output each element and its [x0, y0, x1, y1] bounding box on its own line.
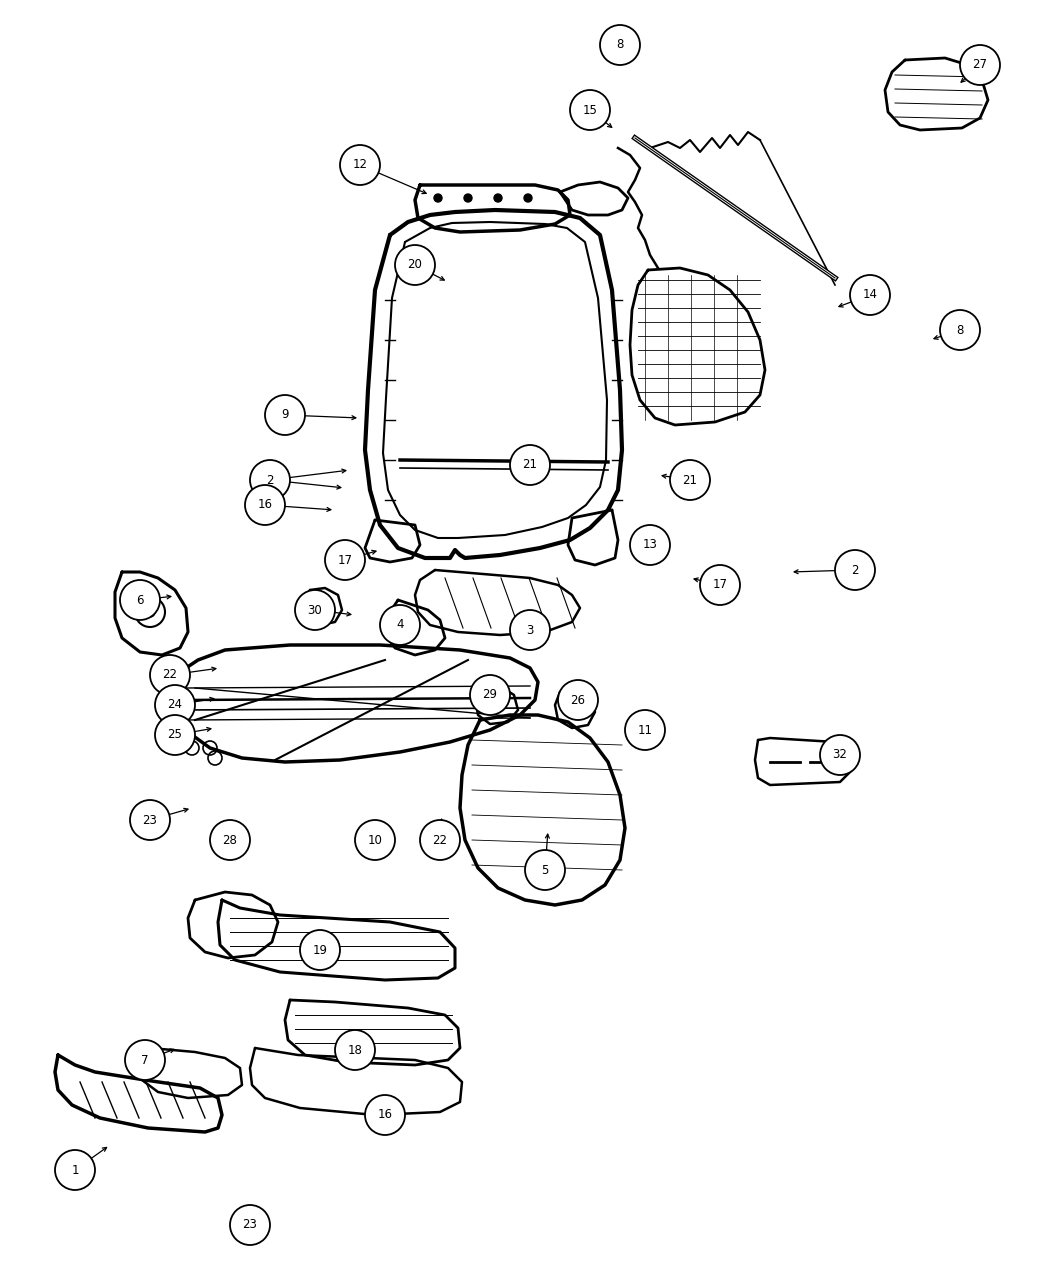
Text: 8: 8 [616, 38, 624, 51]
Circle shape [155, 715, 195, 755]
Text: 11: 11 [637, 723, 652, 737]
Circle shape [340, 145, 380, 185]
Text: 20: 20 [407, 259, 422, 272]
Text: 12: 12 [353, 158, 367, 172]
Circle shape [55, 1150, 94, 1190]
Text: 14: 14 [862, 288, 878, 301]
Circle shape [380, 606, 420, 645]
Text: 5: 5 [542, 863, 549, 876]
Text: 25: 25 [168, 728, 183, 742]
Text: 4: 4 [396, 618, 404, 631]
Text: 18: 18 [348, 1043, 362, 1057]
Circle shape [558, 680, 598, 720]
Circle shape [464, 194, 473, 201]
Text: 30: 30 [308, 603, 322, 617]
Circle shape [395, 245, 435, 286]
Circle shape [700, 565, 740, 606]
Circle shape [850, 275, 890, 315]
Text: 10: 10 [368, 834, 382, 847]
Text: 2: 2 [852, 564, 859, 576]
Circle shape [125, 1040, 165, 1080]
Circle shape [835, 550, 875, 590]
Circle shape [300, 929, 340, 970]
Circle shape [510, 609, 550, 650]
Text: 32: 32 [833, 748, 847, 761]
Circle shape [130, 799, 170, 840]
Circle shape [670, 460, 710, 500]
Circle shape [960, 45, 1000, 85]
Text: 17: 17 [337, 553, 353, 566]
Circle shape [210, 820, 250, 861]
Text: 19: 19 [313, 944, 328, 956]
Circle shape [510, 445, 550, 484]
Text: 2: 2 [267, 473, 274, 487]
Circle shape [265, 395, 304, 435]
Circle shape [600, 26, 640, 65]
Text: 16: 16 [257, 499, 273, 511]
Text: 6: 6 [136, 593, 144, 607]
Circle shape [570, 91, 610, 130]
Circle shape [524, 194, 532, 201]
Text: 23: 23 [243, 1219, 257, 1232]
Circle shape [230, 1205, 270, 1244]
Text: 17: 17 [713, 579, 728, 592]
Text: 22: 22 [163, 668, 177, 682]
Text: 21: 21 [682, 473, 697, 487]
Circle shape [470, 674, 510, 715]
Text: 15: 15 [583, 103, 597, 116]
Text: 7: 7 [142, 1053, 149, 1066]
Circle shape [295, 590, 335, 630]
Text: 21: 21 [523, 459, 538, 472]
Text: 28: 28 [223, 834, 237, 847]
Circle shape [625, 710, 665, 750]
Circle shape [434, 194, 442, 201]
Circle shape [335, 1030, 375, 1070]
Circle shape [245, 484, 285, 525]
Circle shape [120, 580, 160, 620]
Text: 9: 9 [281, 408, 289, 422]
Circle shape [145, 607, 155, 617]
Circle shape [150, 655, 190, 695]
Text: 27: 27 [972, 59, 987, 71]
Circle shape [940, 310, 980, 351]
Circle shape [494, 194, 502, 201]
Circle shape [326, 541, 365, 580]
Text: 26: 26 [570, 694, 586, 706]
Circle shape [355, 820, 395, 861]
Text: 3: 3 [526, 623, 533, 636]
Text: 8: 8 [957, 324, 964, 337]
Text: 1: 1 [71, 1164, 79, 1177]
Circle shape [630, 525, 670, 565]
Text: 23: 23 [143, 813, 158, 826]
Circle shape [365, 1095, 405, 1135]
Circle shape [525, 850, 565, 890]
Text: 24: 24 [168, 699, 183, 711]
Circle shape [155, 685, 195, 725]
Text: 29: 29 [483, 688, 498, 701]
Text: 22: 22 [433, 834, 447, 847]
Circle shape [250, 460, 290, 500]
Text: 13: 13 [643, 538, 657, 552]
Text: 16: 16 [378, 1108, 393, 1122]
Circle shape [820, 734, 860, 775]
Circle shape [420, 820, 460, 861]
